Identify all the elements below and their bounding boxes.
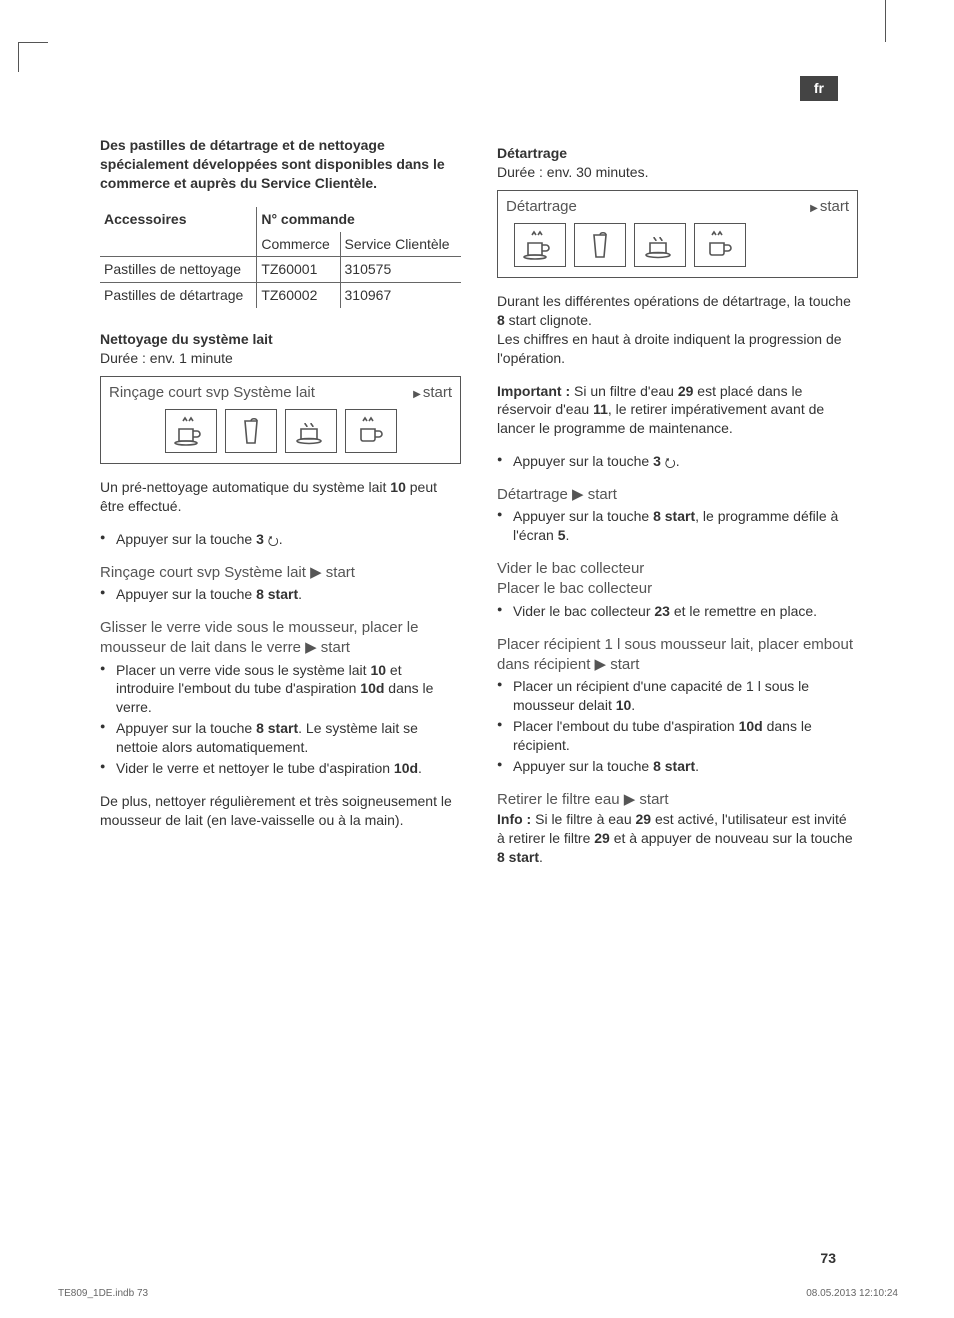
page-number: 73: [820, 1249, 836, 1268]
intro-paragraph: Des pastilles de détartrage et de nettoy…: [100, 136, 461, 193]
display-start: start: [413, 383, 452, 403]
language-badge: fr: [800, 76, 838, 101]
list-item: Appuyer sur la touche 8 start.: [100, 585, 461, 604]
glass-icon: [574, 223, 626, 267]
th-accessoires: Accessoires: [100, 207, 257, 232]
list-item: Placer un verre vide sous le système lai…: [100, 661, 461, 718]
cups-icon: [165, 409, 217, 453]
detartrage-title: Détartrage: [497, 144, 858, 163]
milk-list-2: Appuyer sur la touche 8 start.: [100, 585, 461, 604]
list-item: Appuyer sur la touche 8 start, le progra…: [497, 507, 858, 545]
list-item: Appuyer sur la touche 8 start.: [497, 757, 858, 776]
list-item: Vider le verre et nettoyer le tube d'asp…: [100, 759, 461, 778]
table-row: 310967: [340, 283, 461, 308]
display-text: Rinçage court svp Système lait: [109, 383, 315, 403]
table-row: TZ60002: [257, 283, 340, 308]
table-row: Pastilles de nettoyage: [100, 257, 257, 283]
milk-list-3: Placer un verre vide sous le système lai…: [100, 661, 461, 778]
det-p1: Durant les différentes opérations de dét…: [497, 292, 858, 368]
clock-icon: ⭮: [268, 533, 279, 548]
det-list-1: Appuyer sur la touche 3 ⭮.: [497, 452, 858, 471]
milk-list-1: Appuyer sur la touche 3 ⭮.: [100, 530, 461, 549]
milk-p1: Un pré-nettoyage automatique du système …: [100, 478, 461, 516]
column-right: Détartrage Durée : env. 30 minutes. Déta…: [497, 136, 858, 880]
milk-p2: De plus, nettoyer régulièrement et très …: [100, 792, 461, 830]
display-text: Détartrage: [506, 197, 577, 217]
column-left: Des pastilles de détartrage et de nettoy…: [100, 136, 461, 880]
milk-note-2: Glisser le verre vide sous le mousseur, …: [100, 618, 461, 659]
display-panel-milk: Rinçage court svp Système lait start: [100, 376, 461, 464]
milk-duration: Durée : env. 1 minute: [100, 349, 461, 368]
th-commande: N° commande: [257, 207, 461, 232]
milk-note-1: Rinçage court svp Système lait ▶ start: [100, 563, 461, 583]
list-item: Placer un récipient d'une capacité de 1 …: [497, 677, 858, 715]
cup-icon: [345, 409, 397, 453]
table-row: Pastilles de détartrage: [100, 283, 257, 308]
det-list-2: Appuyer sur la touche 8 start, le progra…: [497, 507, 858, 545]
det-info: Info : Si le filtre à eau 29 est activé,…: [497, 810, 858, 867]
footer-timestamp: 08.05.2013 12:10:24: [806, 1287, 898, 1301]
display-icons-detartrage: [506, 223, 849, 267]
list-item: Appuyer sur la touche 3 ⭮.: [497, 452, 858, 471]
cups-icon: [514, 223, 566, 267]
det-note-1: Détartrage ▶ start: [497, 485, 858, 505]
det-note-2a: Vider le bac collecteur: [497, 559, 858, 579]
list-item: Appuyer sur la touche 8 start. Le systèm…: [100, 719, 461, 757]
cup-icon: [694, 223, 746, 267]
det-note-3: Placer récipient 1 l sous mousseur lait,…: [497, 635, 858, 676]
det-list-3: Vider le bac collecteur 23 et le remettr…: [497, 602, 858, 621]
footer-file: TE809_1DE.indb 73: [58, 1287, 148, 1301]
det-list-4: Placer un récipient d'une capacité de 1 …: [497, 677, 858, 775]
table-row: TZ60001: [257, 257, 340, 283]
det-note-2b: Placer le bac collecteur: [497, 579, 858, 599]
detartrage-duration: Durée : env. 30 minutes.: [497, 163, 858, 182]
det-important: Important : Si un filtre d'eau 29 est pl…: [497, 382, 858, 439]
crop-mark-top-right: [885, 0, 886, 42]
glass-icon: [225, 409, 277, 453]
accessories-table: Accessoires N° commande Commerce Service…: [100, 207, 461, 309]
list-item: Vider le bac collecteur 23 et le remettr…: [497, 602, 858, 621]
table-row: 310575: [340, 257, 461, 283]
milk-title: Nettoyage du système lait: [100, 330, 461, 349]
crop-mark-top-left: [18, 42, 48, 72]
display-icons-milk: [109, 409, 452, 453]
display-panel-detartrage: Détartrage start: [497, 190, 858, 278]
tray-icon: [634, 223, 686, 267]
det-note-4: Retirer le filtre eau ▶ start: [497, 790, 858, 810]
th-commerce: Commerce: [257, 232, 340, 257]
clock-icon: ⭮: [665, 455, 676, 470]
th-service: Service Clientèle: [340, 232, 461, 257]
list-item: Appuyer sur la touche 3 ⭮.: [100, 530, 461, 549]
display-start: start: [810, 197, 849, 217]
tray-icon: [285, 409, 337, 453]
list-item: Placer l'embout du tube d'aspiration 10d…: [497, 717, 858, 755]
page-content: fr Des pastilles de détartrage et de net…: [100, 80, 858, 880]
